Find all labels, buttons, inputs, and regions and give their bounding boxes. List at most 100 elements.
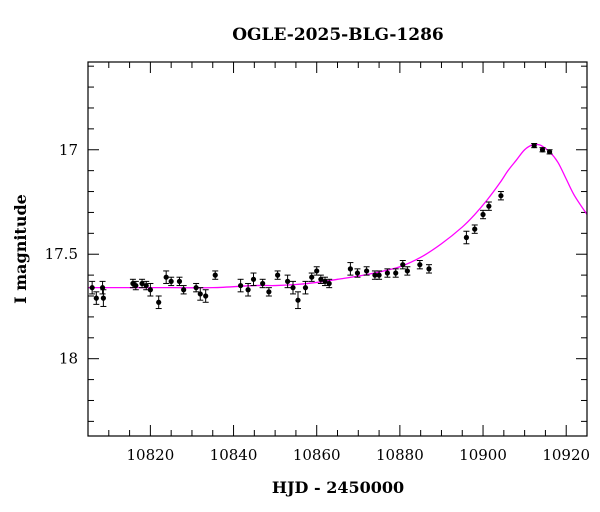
point-marker [417,262,423,268]
data-point [237,278,244,293]
data-point [317,274,324,284]
data-point [539,147,546,153]
point-marker [100,295,106,301]
point-marker [498,193,504,199]
point-marker [384,270,390,276]
data-point [371,270,378,280]
point-marker [93,295,99,301]
data-point [193,282,200,293]
point-marker [275,272,281,278]
point-marker [238,282,244,289]
point-marker [143,282,149,289]
point-marker [314,268,320,274]
data-point [392,268,399,278]
data-point [485,201,492,211]
data-point [322,276,329,287]
data-point [197,287,204,301]
y-tick-label: 18 [59,350,78,368]
point-marker [290,285,296,291]
data-point [302,280,309,295]
data-point [425,264,432,274]
data-point [155,295,162,310]
x-tick-label: 10840 [210,446,258,464]
point-marker [176,278,183,284]
axis-ticks [87,62,588,436]
data-point [546,149,553,155]
point-marker [393,270,399,276]
x-tick-label: 10900 [459,446,507,464]
point-marker [197,291,203,297]
data-point [250,272,257,287]
data-point [274,270,281,280]
x-tick-label: 10920 [542,446,590,464]
data-point [294,291,301,310]
data-point [347,262,354,276]
point-marker [285,278,291,284]
x-tick-label: 10860 [293,446,341,464]
data-point [471,224,478,234]
point-marker [89,285,95,291]
model-layer [88,143,588,289]
point-marker [302,285,309,291]
x-tick-label: 10880 [376,446,424,464]
point-marker [472,226,478,232]
point-marker [404,268,410,274]
data-point [180,285,187,295]
y-tick-labels: 17 17.5 18 [45,141,78,368]
data-point [480,209,487,220]
data-point [384,268,391,278]
point-marker [139,280,145,287]
data-point [89,280,96,295]
model-curve [88,143,588,289]
data-point [399,259,406,270]
plot-area [87,61,588,437]
data-point [404,266,411,276]
point-marker [147,287,153,293]
point-marker [376,272,382,278]
point-marker [99,285,106,291]
point-marker [309,274,315,280]
point-marker [539,147,546,153]
point-marker [318,276,324,282]
point-marker [426,266,432,272]
data-point [93,291,100,305]
data-point [308,272,315,282]
point-marker [181,287,187,293]
point-marker [480,211,486,218]
point-marker [260,280,266,287]
data-point [245,282,252,297]
point-marker [326,280,332,287]
data-point [168,276,175,287]
data-point [531,142,538,149]
point-marker [266,289,272,295]
data-point [354,268,361,278]
data-points [89,142,553,310]
x-axis-label: HJD - 2450000 [272,478,404,497]
point-marker [295,297,301,303]
point-marker [163,274,169,280]
point-marker [212,272,218,278]
x-tick-label: 10820 [127,446,175,464]
point-marker [347,266,353,272]
data-point [132,280,139,291]
point-marker [193,285,199,291]
y-axis-label: I magnitude [11,194,30,304]
point-marker [531,142,537,149]
data-point [463,230,470,245]
chart-title: OGLE-2025-BLG-1286 [232,25,444,45]
data-point [202,289,209,303]
point-marker [486,203,492,209]
data-point [139,278,146,289]
data-point [100,289,107,307]
point-marker [250,276,257,282]
plot-frame [87,61,588,437]
data-point [416,259,423,270]
data-point [290,280,297,295]
data-point [163,270,170,284]
data-point [147,282,154,297]
data-point [284,274,291,289]
data-point [313,266,320,276]
data-point [212,270,219,280]
data-point [497,191,504,201]
